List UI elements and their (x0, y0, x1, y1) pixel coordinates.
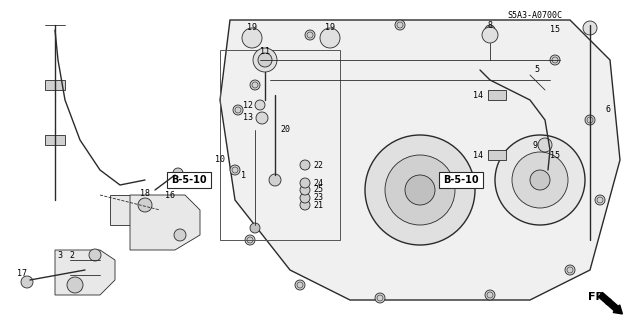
FancyArrow shape (598, 293, 623, 314)
Circle shape (295, 280, 305, 290)
Circle shape (305, 30, 315, 40)
Circle shape (258, 53, 272, 67)
Circle shape (482, 27, 498, 43)
Text: 20: 20 (280, 125, 290, 135)
Circle shape (300, 200, 310, 210)
Circle shape (67, 277, 83, 293)
Circle shape (405, 175, 435, 205)
Bar (488, 150, 506, 160)
Circle shape (512, 152, 568, 208)
Circle shape (495, 135, 585, 225)
Text: 6: 6 (605, 106, 611, 115)
Circle shape (173, 168, 183, 178)
Circle shape (269, 174, 281, 186)
Circle shape (89, 249, 101, 261)
Circle shape (300, 193, 310, 203)
Text: 19: 19 (247, 24, 257, 33)
Circle shape (530, 170, 550, 190)
Circle shape (485, 25, 495, 35)
Text: S5A3-A0700C: S5A3-A0700C (507, 11, 562, 20)
Circle shape (585, 115, 595, 125)
Circle shape (250, 80, 260, 90)
Circle shape (300, 178, 310, 188)
Text: 14: 14 (473, 151, 483, 160)
Polygon shape (130, 195, 200, 250)
Text: 15: 15 (550, 151, 560, 160)
Circle shape (21, 276, 33, 288)
Circle shape (138, 198, 152, 212)
Text: 25: 25 (313, 186, 323, 195)
Bar (45, 80, 65, 90)
Text: 18: 18 (140, 189, 150, 197)
Bar (439, 172, 483, 188)
Bar (488, 90, 506, 100)
Text: 5: 5 (534, 65, 540, 75)
Circle shape (365, 135, 475, 245)
Bar (220, 50, 340, 240)
Circle shape (255, 100, 265, 110)
Text: 14: 14 (473, 91, 483, 100)
Text: 11: 11 (260, 48, 270, 56)
Text: 9: 9 (532, 140, 538, 150)
Circle shape (230, 165, 240, 175)
Circle shape (550, 55, 560, 65)
Circle shape (485, 290, 495, 300)
Text: 1: 1 (241, 170, 246, 180)
Bar (167, 172, 211, 188)
Text: B-5-10: B-5-10 (443, 175, 479, 185)
Text: 8: 8 (488, 20, 493, 29)
Text: 12: 12 (243, 100, 253, 109)
Circle shape (395, 20, 405, 30)
Text: 3: 3 (58, 250, 63, 259)
Circle shape (300, 185, 310, 195)
Bar (45, 135, 65, 145)
Polygon shape (55, 250, 115, 295)
Circle shape (250, 223, 260, 233)
Text: 17: 17 (17, 269, 27, 278)
Circle shape (595, 195, 605, 205)
Circle shape (245, 235, 255, 245)
Circle shape (174, 229, 186, 241)
Text: 22: 22 (313, 160, 323, 169)
Circle shape (300, 160, 310, 170)
Text: B-5-10: B-5-10 (171, 175, 207, 185)
Text: FR.: FR. (588, 292, 609, 302)
Circle shape (375, 293, 385, 303)
Text: 19: 19 (325, 24, 335, 33)
Circle shape (385, 155, 455, 225)
Circle shape (242, 28, 262, 48)
Text: 23: 23 (313, 194, 323, 203)
Text: 16: 16 (165, 190, 175, 199)
Polygon shape (220, 20, 620, 300)
Circle shape (320, 28, 340, 48)
Circle shape (233, 105, 243, 115)
Text: 10: 10 (215, 155, 225, 165)
Text: 13: 13 (243, 114, 253, 122)
Text: 21: 21 (313, 201, 323, 210)
Circle shape (253, 48, 277, 72)
Bar (110, 195, 160, 225)
Circle shape (565, 265, 575, 275)
Text: 24: 24 (313, 179, 323, 188)
Circle shape (256, 112, 268, 124)
Circle shape (583, 21, 597, 35)
Circle shape (538, 138, 552, 152)
Text: 2: 2 (70, 250, 74, 259)
Text: 15: 15 (550, 26, 560, 34)
